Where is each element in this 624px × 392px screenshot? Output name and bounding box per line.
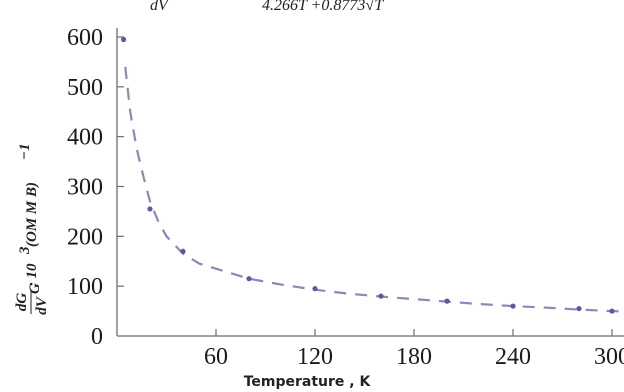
fit-curve (124, 66, 624, 313)
data-point-160 (378, 293, 384, 299)
ylabel-frac-numerator: dG (14, 293, 30, 312)
y-tick-label-500: 500 (67, 75, 103, 101)
x-ticks: 60 120 180 240 300 (204, 329, 624, 370)
y-tick-label-100: 100 (67, 274, 103, 300)
ylabel-sup: 3 (17, 246, 33, 255)
series-layer (121, 36, 624, 314)
x-tick-label-300: 300 (594, 344, 624, 370)
x-axis-label: Temperature , K (244, 374, 372, 390)
x-tick-label-180: 180 (396, 344, 432, 370)
y-tick-label-0: 0 (91, 324, 103, 350)
ylabel-paren: (OM M B) (24, 182, 40, 247)
x-tick-label-240: 240 (495, 344, 531, 370)
data-point-240 (510, 303, 516, 309)
y-tick-label-300: 300 (67, 174, 103, 200)
x-tick-label-60: 60 (204, 344, 228, 370)
y-axis-label: dG dV G · 10 3 (OM M B) −1 (14, 143, 50, 314)
data-point-280 (576, 305, 582, 312)
top-formula-left: dV (150, 0, 170, 14)
ylabel-frac-denominator: dV (34, 295, 50, 315)
data-point-200 (444, 298, 450, 304)
data-point-4 (121, 36, 127, 43)
data-point-120 (312, 286, 318, 292)
data-point-300 (609, 308, 615, 314)
data-point-80 (246, 276, 252, 282)
x-tick-label-120: 120 (297, 344, 333, 370)
ylabel-frac-denominator-sub: G (27, 283, 43, 294)
y-tick-label-400: 400 (67, 125, 103, 151)
top-formula-right: 4.266T +0.8773√T (262, 0, 384, 14)
data-point-40 (180, 248, 186, 254)
data-point-20 (147, 206, 153, 212)
y-tick-label-600: 600 (67, 25, 103, 51)
y-ticks: 0 100 200 300 400 500 600 (67, 25, 124, 350)
ylabel-mid: · 10 (24, 263, 40, 286)
ylabel-exp: −1 (17, 143, 33, 160)
y-tick-label-200: 200 (67, 224, 103, 250)
